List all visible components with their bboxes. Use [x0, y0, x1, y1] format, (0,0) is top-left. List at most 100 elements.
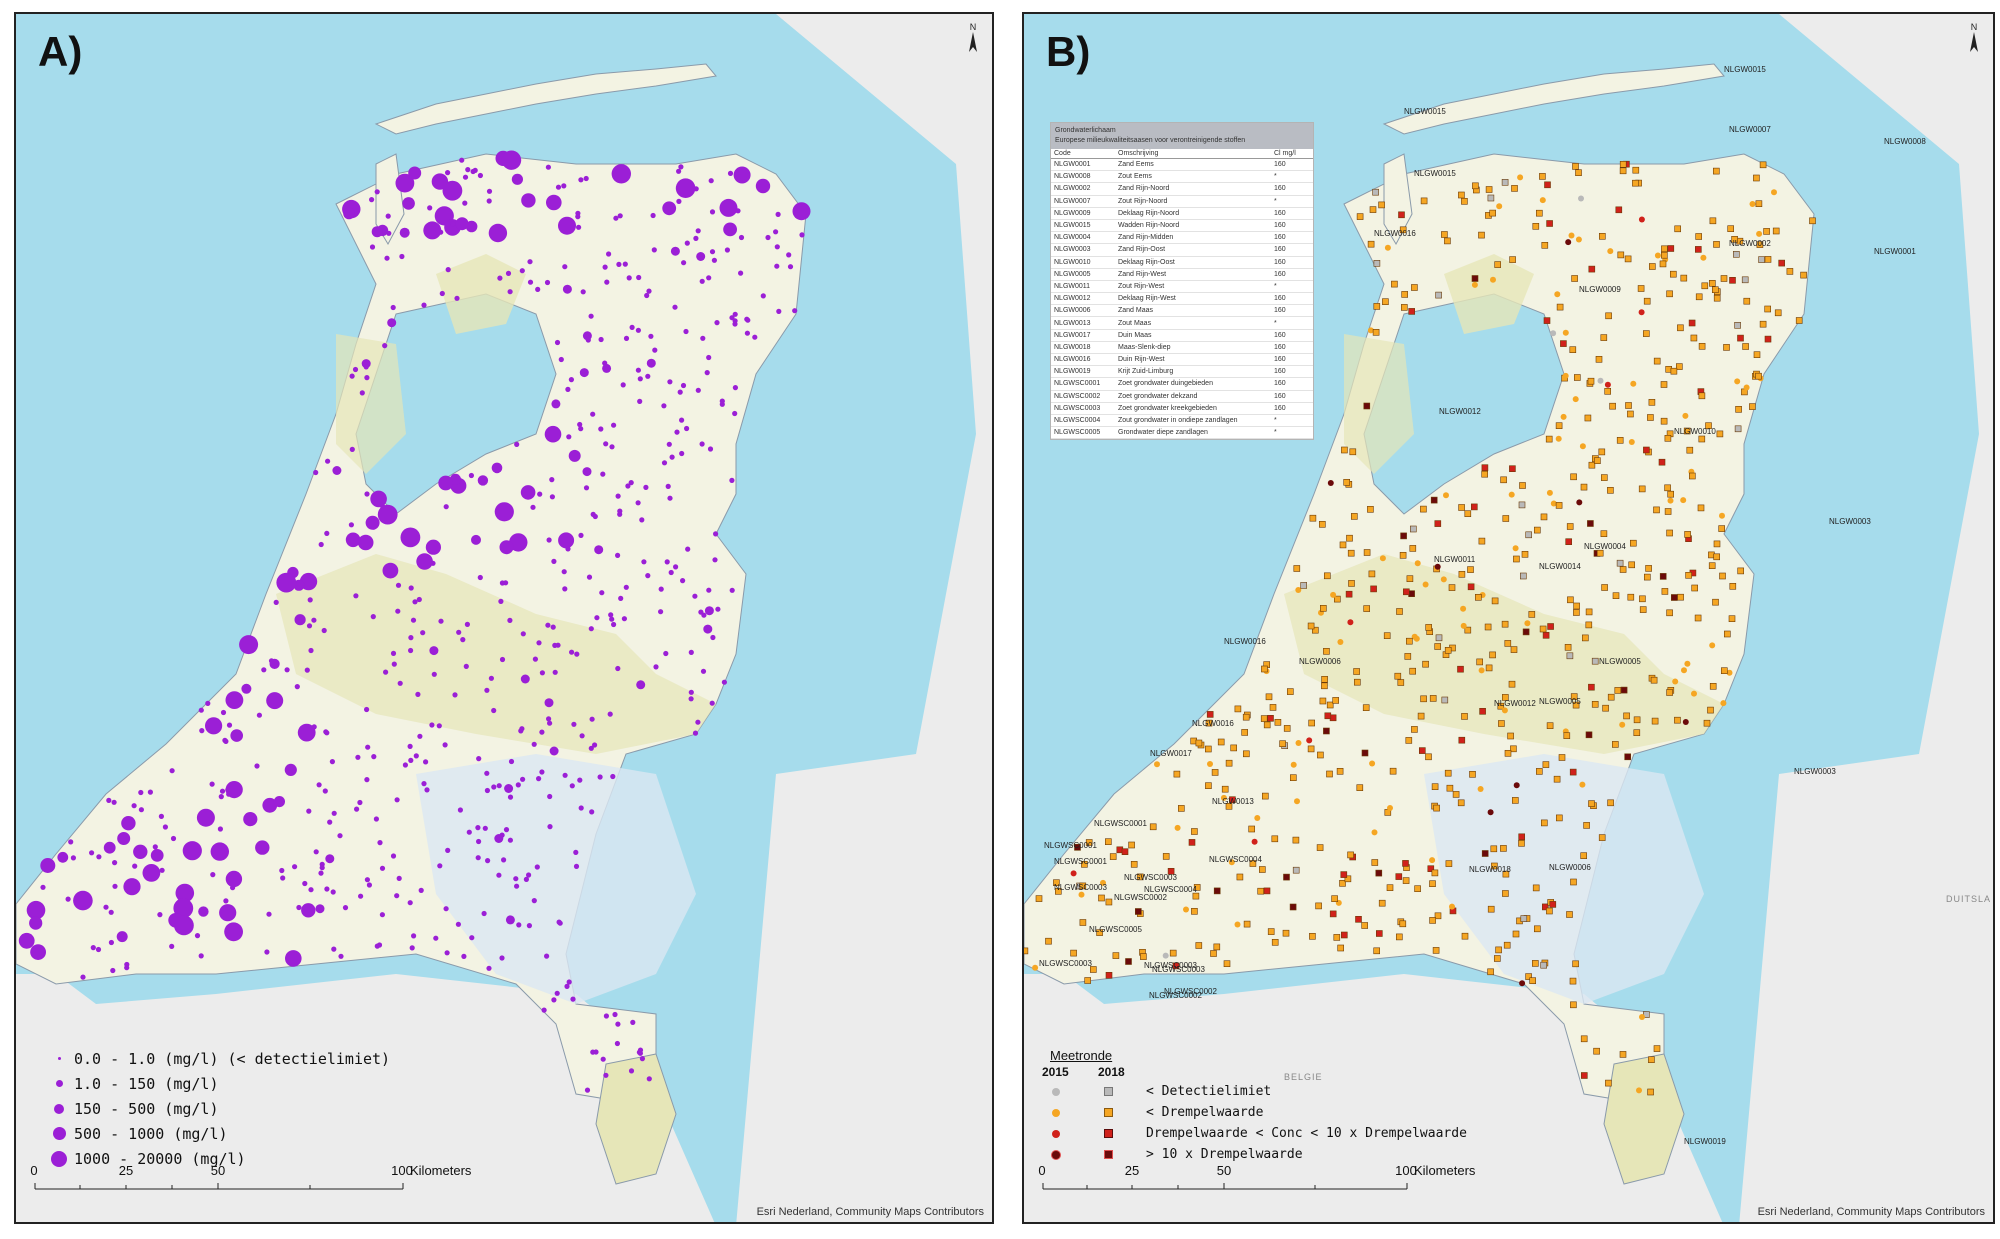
measurement-point [1651, 717, 1659, 725]
measurement-point [1550, 330, 1557, 337]
concentration-point [612, 1011, 618, 1018]
measurement-point [1485, 664, 1493, 672]
measurement-point [1575, 236, 1582, 243]
measurement-point [1267, 714, 1274, 722]
concentration-point [648, 333, 654, 339]
scale-bar-b: 0 25 50 100 Kilometers [1038, 1163, 1475, 1200]
measurement-point [1593, 1047, 1600, 1055]
concentration-point [226, 722, 233, 728]
measurement-point [1546, 907, 1553, 915]
concentration-point [376, 942, 383, 948]
cell-value: 160 [1271, 365, 1313, 379]
cell-value: * [1271, 170, 1313, 184]
concentration-point [719, 401, 725, 407]
concentration-point [554, 990, 560, 996]
legend-symbol-2 [55, 1080, 63, 1087]
concentration-point [400, 527, 421, 548]
measurement-point [1283, 873, 1290, 881]
scale-tick: 100 [1395, 1163, 1417, 1178]
cell-code: NLGW0001 [1051, 158, 1115, 172]
measurement-point [1195, 739, 1203, 747]
measurement-point [1254, 815, 1261, 821]
measurement-point [1207, 761, 1213, 767]
concentration-point [684, 240, 690, 246]
concentration-point [412, 599, 418, 605]
measurement-point [1307, 622, 1315, 630]
measurement-point [1135, 908, 1142, 915]
waterbody-label: NLGWSC0001 [1094, 819, 1147, 828]
concentration-point [617, 213, 623, 219]
concentration-point [603, 1072, 609, 1078]
measurement-point [1458, 570, 1466, 578]
concentration-point [569, 649, 575, 655]
concentration-point [230, 729, 243, 742]
concentration-point [700, 668, 707, 674]
concentration-point [390, 650, 397, 657]
concentration-point [382, 562, 399, 579]
measurement-point [1346, 534, 1353, 542]
concentration-point [695, 228, 701, 234]
concentration-point [709, 249, 716, 255]
measurement-point [1295, 587, 1302, 593]
concentration-point [665, 483, 671, 489]
measurement-point [1623, 712, 1630, 720]
concentration-point [752, 334, 758, 340]
concentration-point [539, 729, 545, 735]
concentration-point [496, 872, 502, 878]
measurement-point [1460, 622, 1467, 629]
cell-code: NLGW0010 [1051, 256, 1115, 269]
measurement-point [1422, 581, 1429, 588]
concentration-point [636, 680, 646, 690]
measurement-point [1353, 668, 1360, 675]
concentration-point [198, 953, 204, 959]
measurement-point [1625, 402, 1632, 409]
measurement-point [1485, 186, 1493, 193]
concentration-point [337, 833, 343, 839]
concentration-point [386, 230, 392, 236]
concentration-point [220, 709, 227, 716]
measurement-point [1248, 825, 1255, 833]
concentration-point [576, 224, 582, 230]
measurement-point [1531, 960, 1539, 967]
measurement-point [1493, 955, 1501, 962]
measurement-point [1660, 417, 1668, 425]
concentration-point [210, 872, 216, 878]
concentration-point [582, 331, 592, 341]
concentration-point [138, 789, 144, 796]
measurement-point [1460, 605, 1467, 612]
table-subtitle: Europese milieukwaliteitsaasen voor vero… [1055, 137, 1246, 144]
measurement-point [1384, 244, 1391, 251]
measurement-point [1511, 797, 1519, 804]
measurement-point [1611, 741, 1619, 748]
land-east [1739, 14, 1993, 1222]
measurement-point [1323, 572, 1331, 580]
concentration-point [266, 692, 284, 710]
concentration-point [578, 177, 584, 183]
concentration-point [544, 698, 554, 708]
measurement-point [1628, 439, 1635, 445]
measurement-point [1457, 799, 1465, 807]
concentration-point [683, 328, 689, 335]
concentration-point [162, 824, 168, 830]
cell-description: Zout grondwater in ondiepe zandlagen [1115, 414, 1271, 428]
concentration-point [321, 627, 327, 634]
concentration-point [699, 278, 705, 284]
measurement-point [1547, 623, 1554, 630]
concentration-point [276, 572, 297, 593]
concentration-point [443, 906, 449, 912]
measurement-point [1529, 977, 1537, 985]
concentration-point [744, 330, 751, 336]
measurement-point [1347, 851, 1354, 859]
measurement-point [1756, 230, 1763, 237]
concentration-point [313, 469, 319, 476]
measurement-point [1457, 665, 1464, 673]
concentration-point [284, 667, 290, 673]
measurement-point [1639, 595, 1646, 603]
measurement-point [1373, 947, 1381, 955]
cell-value: * [1271, 316, 1313, 330]
concentration-point [425, 539, 441, 555]
concentration-point [279, 867, 285, 874]
measurement-point [1653, 506, 1660, 514]
measurement-point [1282, 929, 1290, 937]
concentration-point [571, 721, 577, 727]
